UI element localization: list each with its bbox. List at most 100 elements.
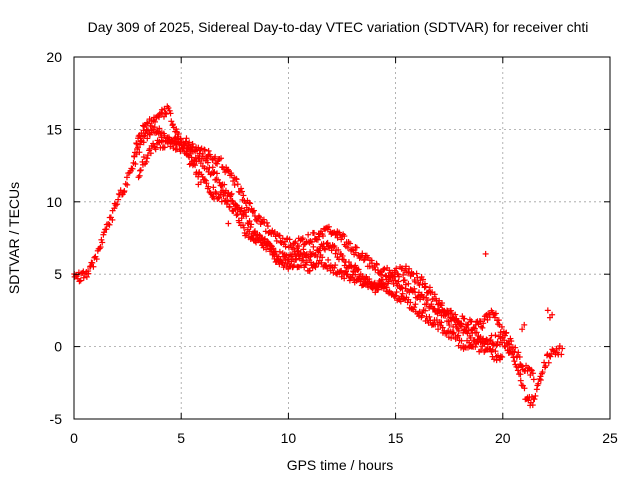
data-point [332,262,339,269]
data-point [528,366,535,373]
data-point [156,125,163,132]
data-point [284,259,291,266]
data-point [412,301,419,308]
data-point [240,222,247,229]
data-point [411,278,418,285]
data-point [315,260,322,267]
data-point [411,304,418,311]
data-point [79,269,86,276]
data-point [511,358,518,365]
x-tick-label: 15 [388,430,404,446]
data-point [325,223,332,230]
data-point [477,339,484,346]
data-point [123,174,130,181]
data-point [248,221,255,228]
data-point [305,231,312,238]
data-point [180,144,187,151]
data-point [492,310,499,317]
data-point [212,153,219,160]
data-point [344,244,351,251]
data-point [461,315,468,322]
data-point [439,300,446,307]
data-point [278,259,285,266]
data-point [251,228,258,235]
data-point [239,210,246,217]
axis-ticks [73,56,611,420]
data-point [114,201,121,208]
data-point [435,326,442,333]
data-point [273,237,280,244]
data-point [463,324,470,331]
data-point [167,110,174,117]
data-point [479,343,486,350]
data-point [308,238,315,245]
data-point [445,310,452,317]
data-point [175,130,182,137]
data-point [439,324,446,331]
data-point [173,126,180,133]
data-point [151,124,158,131]
data-point [539,369,546,376]
data-point [492,332,499,339]
data-point [212,188,219,195]
data-point [515,349,522,356]
data-point [115,196,122,203]
data-point [422,283,429,290]
data-point [431,305,438,312]
data-point [238,188,245,195]
data-point [424,297,431,304]
data-point [99,239,106,246]
data-point [167,143,174,150]
grid [74,57,610,419]
data-point [218,155,225,162]
data-point [195,181,202,188]
data-point [80,274,87,281]
data-point [485,310,492,317]
data-point [218,198,225,205]
data-point [256,231,263,238]
data-point [318,259,325,266]
data-point [495,321,502,328]
data-point [330,243,337,250]
data-point [530,376,537,383]
data-point [380,266,387,273]
data-point [89,259,96,266]
data-point [186,154,193,161]
data-point [319,233,326,240]
data-point [260,236,267,243]
y-axis-label: SDTVAR / TECUs [6,182,22,294]
data-point [233,212,240,219]
data-point [498,323,505,330]
data-point [234,211,241,218]
data-point [276,248,283,255]
data-point [471,325,478,332]
data-point [544,307,551,314]
data-point [98,236,105,243]
data-point [238,185,245,192]
data-point [143,126,150,133]
data-point [458,337,465,344]
data-point [359,250,366,257]
data-point [506,341,513,348]
data-point [218,188,225,195]
data-point [198,145,205,152]
data-point [255,237,262,244]
data-point [124,181,131,188]
data-point [232,206,239,213]
data-point [502,343,509,350]
data-point [417,277,424,284]
data-point [499,353,506,360]
data-point [169,121,176,128]
data-point [348,246,355,253]
data-point [137,167,144,174]
data-point [371,280,378,287]
data-point [370,284,377,291]
data-point [190,161,197,168]
data-point [286,236,293,243]
data-point [397,298,404,305]
data-point [381,265,388,272]
data-point [400,271,407,278]
data-point [144,155,151,162]
data-point [489,346,496,353]
data-point [147,150,154,157]
